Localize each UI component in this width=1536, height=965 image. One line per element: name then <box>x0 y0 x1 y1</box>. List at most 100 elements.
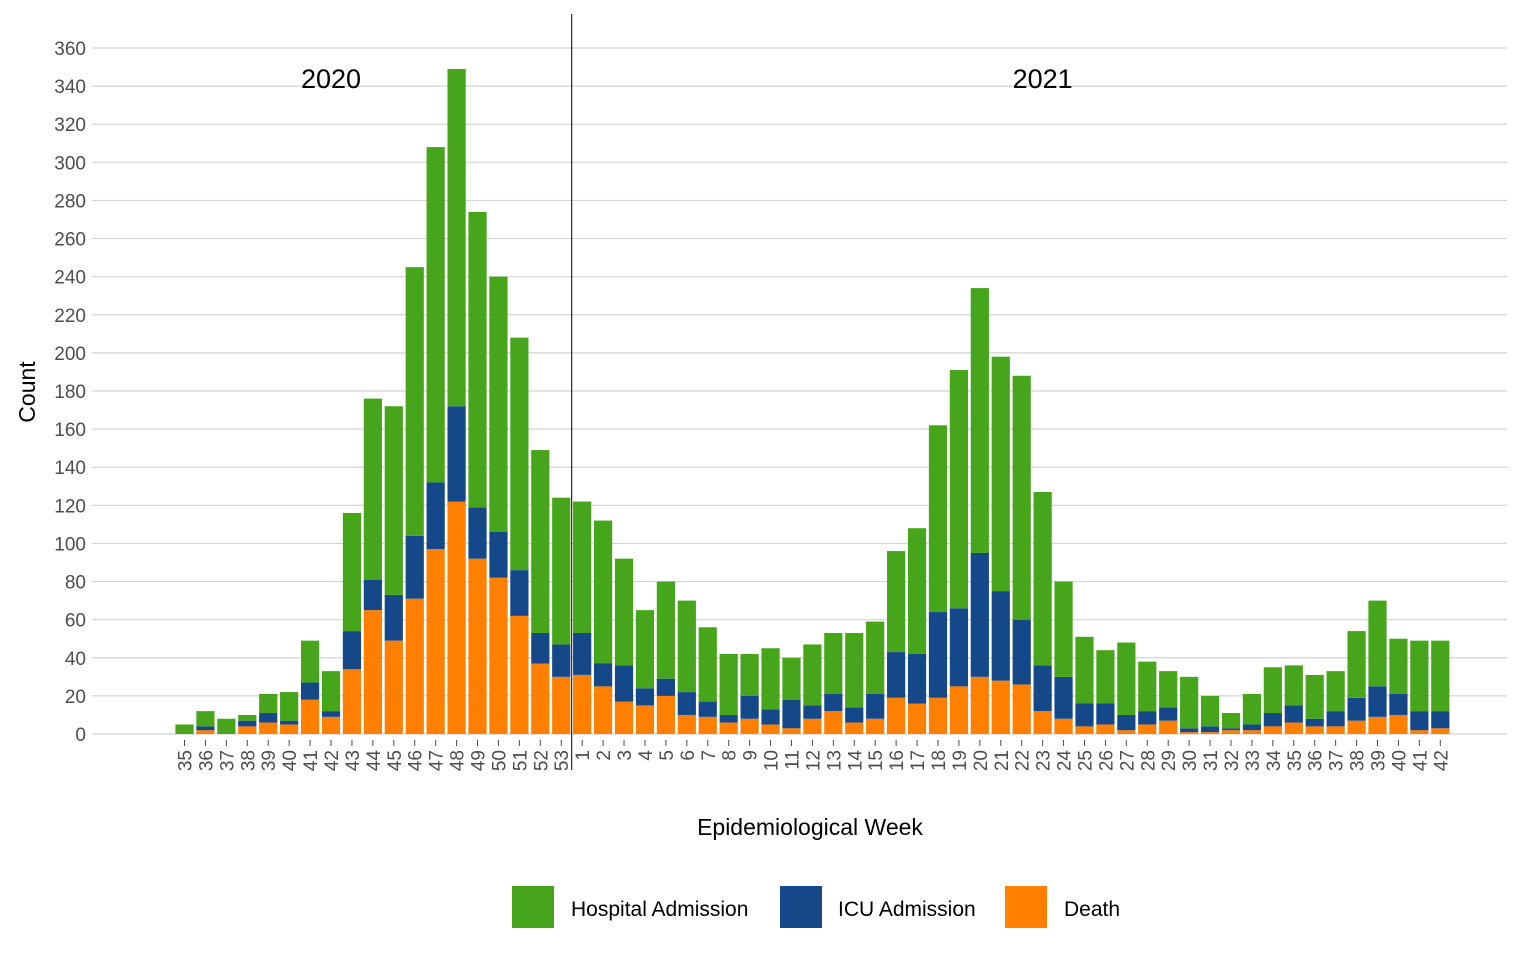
bar-hospital-admission <box>907 528 927 654</box>
bar-death <box>845 722 864 734</box>
bar-death <box>740 718 759 734</box>
bar-hospital-admission <box>363 398 382 580</box>
bar-hospital-admission <box>803 644 822 706</box>
x-axis: 35 36 37 38 39 40 41 42 43 44 45 46 47 48 49 50 51 52 53 1 2… <box>176 740 1452 772</box>
bar-icu-admission <box>1347 697 1366 721</box>
x-tick-label: 25 <box>1075 750 1096 771</box>
bar-icu-admission <box>510 570 529 616</box>
y-axis-title: Count <box>14 361 40 423</box>
bar-hospital-admission <box>1012 375 1031 620</box>
bar-hospital-admission <box>468 211 487 508</box>
bar-icu-admission <box>949 608 969 687</box>
bar-death <box>531 663 550 734</box>
x-tick-label: 33 <box>1243 750 1264 771</box>
bar-icu-admission <box>1221 728 1241 731</box>
y-tick-label: 180 <box>54 382 86 403</box>
bar-icu-admission <box>824 693 843 712</box>
bar-death <box>342 669 362 734</box>
bar-icu-admission <box>594 663 613 687</box>
bars <box>175 68 1450 734</box>
bar-icu-admission <box>928 612 948 698</box>
bar-icu-admission <box>635 688 655 706</box>
bar-hospital-admission <box>405 267 424 536</box>
bar-death <box>907 703 927 734</box>
bar-hospital-admission <box>1138 661 1157 712</box>
bar-death <box>1117 730 1136 734</box>
bar-death <box>1200 732 1220 734</box>
bar-death <box>468 558 487 734</box>
y-tick-label: 40 <box>65 649 86 670</box>
bar-icu-admission <box>1012 619 1031 685</box>
bar-icu-admission <box>719 714 738 723</box>
grid-lines <box>92 47 1507 735</box>
bar-death <box>1263 726 1282 734</box>
x-tick-label: 30 <box>1180 750 1201 771</box>
bar-icu-admission <box>845 707 864 723</box>
x-tick-label: 4 <box>636 750 657 761</box>
bar-hospital-admission <box>238 714 257 721</box>
year-label: 2021 <box>1013 64 1073 94</box>
bar-death <box>1410 730 1429 734</box>
bar-icu-admission <box>1368 686 1387 717</box>
bar-hospital-admission <box>1221 713 1241 729</box>
x-tick-label: 7 <box>699 750 720 761</box>
bar-icu-admission <box>426 482 445 550</box>
x-tick-label: 27 <box>1117 750 1138 771</box>
x-tick-label: 42 <box>322 750 343 771</box>
bar-death <box>405 598 424 734</box>
x-tick-label: 15 <box>866 750 887 771</box>
y-tick-label: 0 <box>75 725 86 746</box>
bar-hospital-admission <box>677 600 696 693</box>
bar-icu-admission <box>384 594 403 641</box>
bar-icu-admission <box>573 633 592 675</box>
x-tick-label: 38 <box>238 750 259 771</box>
y-tick-label: 320 <box>54 115 86 136</box>
x-tick-label: 19 <box>950 750 971 771</box>
y-tick-label: 160 <box>54 420 86 441</box>
bar-hospital-admission <box>824 633 843 694</box>
bar-death <box>1242 730 1262 734</box>
x-tick-label: 48 <box>448 750 469 771</box>
x-tick-label: 34 <box>1264 750 1285 772</box>
y-axis: 0 20 40 60 80 100 120 140 160 180 200 220 240 260 280 3… <box>54 39 86 746</box>
bar-death <box>635 705 655 734</box>
bar-hospital-admission <box>740 653 759 696</box>
bar-hospital-admission <box>1368 600 1387 687</box>
bar-icu-admission <box>1180 728 1199 733</box>
x-tick-label: 41 <box>1410 750 1431 771</box>
bar-icu-admission <box>1410 711 1429 731</box>
bar-hospital-admission <box>1242 693 1262 725</box>
bar-death <box>803 718 822 734</box>
x-tick-label: 2 <box>594 750 615 761</box>
x-tick-label: 31 <box>1201 750 1222 771</box>
bar-icu-admission <box>321 711 341 717</box>
bar-death <box>1075 726 1094 734</box>
bar-death <box>1096 724 1115 734</box>
x-tick-label: 40 <box>280 750 301 771</box>
x-tick-label: 28 <box>1138 750 1159 771</box>
bar-icu-admission <box>991 591 1010 681</box>
x-tick-label: 21 <box>992 750 1013 771</box>
bar-death <box>698 716 717 734</box>
x-tick-label: 44 <box>364 750 385 772</box>
bar-icu-admission <box>866 693 885 719</box>
y-tick-label: 240 <box>54 268 86 289</box>
bar-hospital-admission <box>1389 638 1408 694</box>
bar-death <box>928 697 948 734</box>
legend-label: Hospital Admission <box>571 898 748 921</box>
bar-icu-admission <box>300 682 320 700</box>
bar-hospital-admission <box>1096 650 1115 704</box>
bar-hospital-admission <box>573 501 592 633</box>
bar-death <box>447 501 466 734</box>
bar-death <box>782 728 801 734</box>
y-tick-label: 300 <box>54 153 86 174</box>
bar-death <box>719 722 738 734</box>
bar-icu-admission <box>489 532 508 578</box>
bar-icu-admission <box>1138 711 1157 725</box>
bar-death <box>1326 726 1345 734</box>
bar-icu-admission <box>1096 703 1115 725</box>
bar-hospital-admission <box>1075 636 1094 704</box>
x-tick-label: 6 <box>678 750 699 761</box>
x-tick-label: 10 <box>762 750 783 771</box>
bar-icu-admission <box>1389 693 1408 715</box>
